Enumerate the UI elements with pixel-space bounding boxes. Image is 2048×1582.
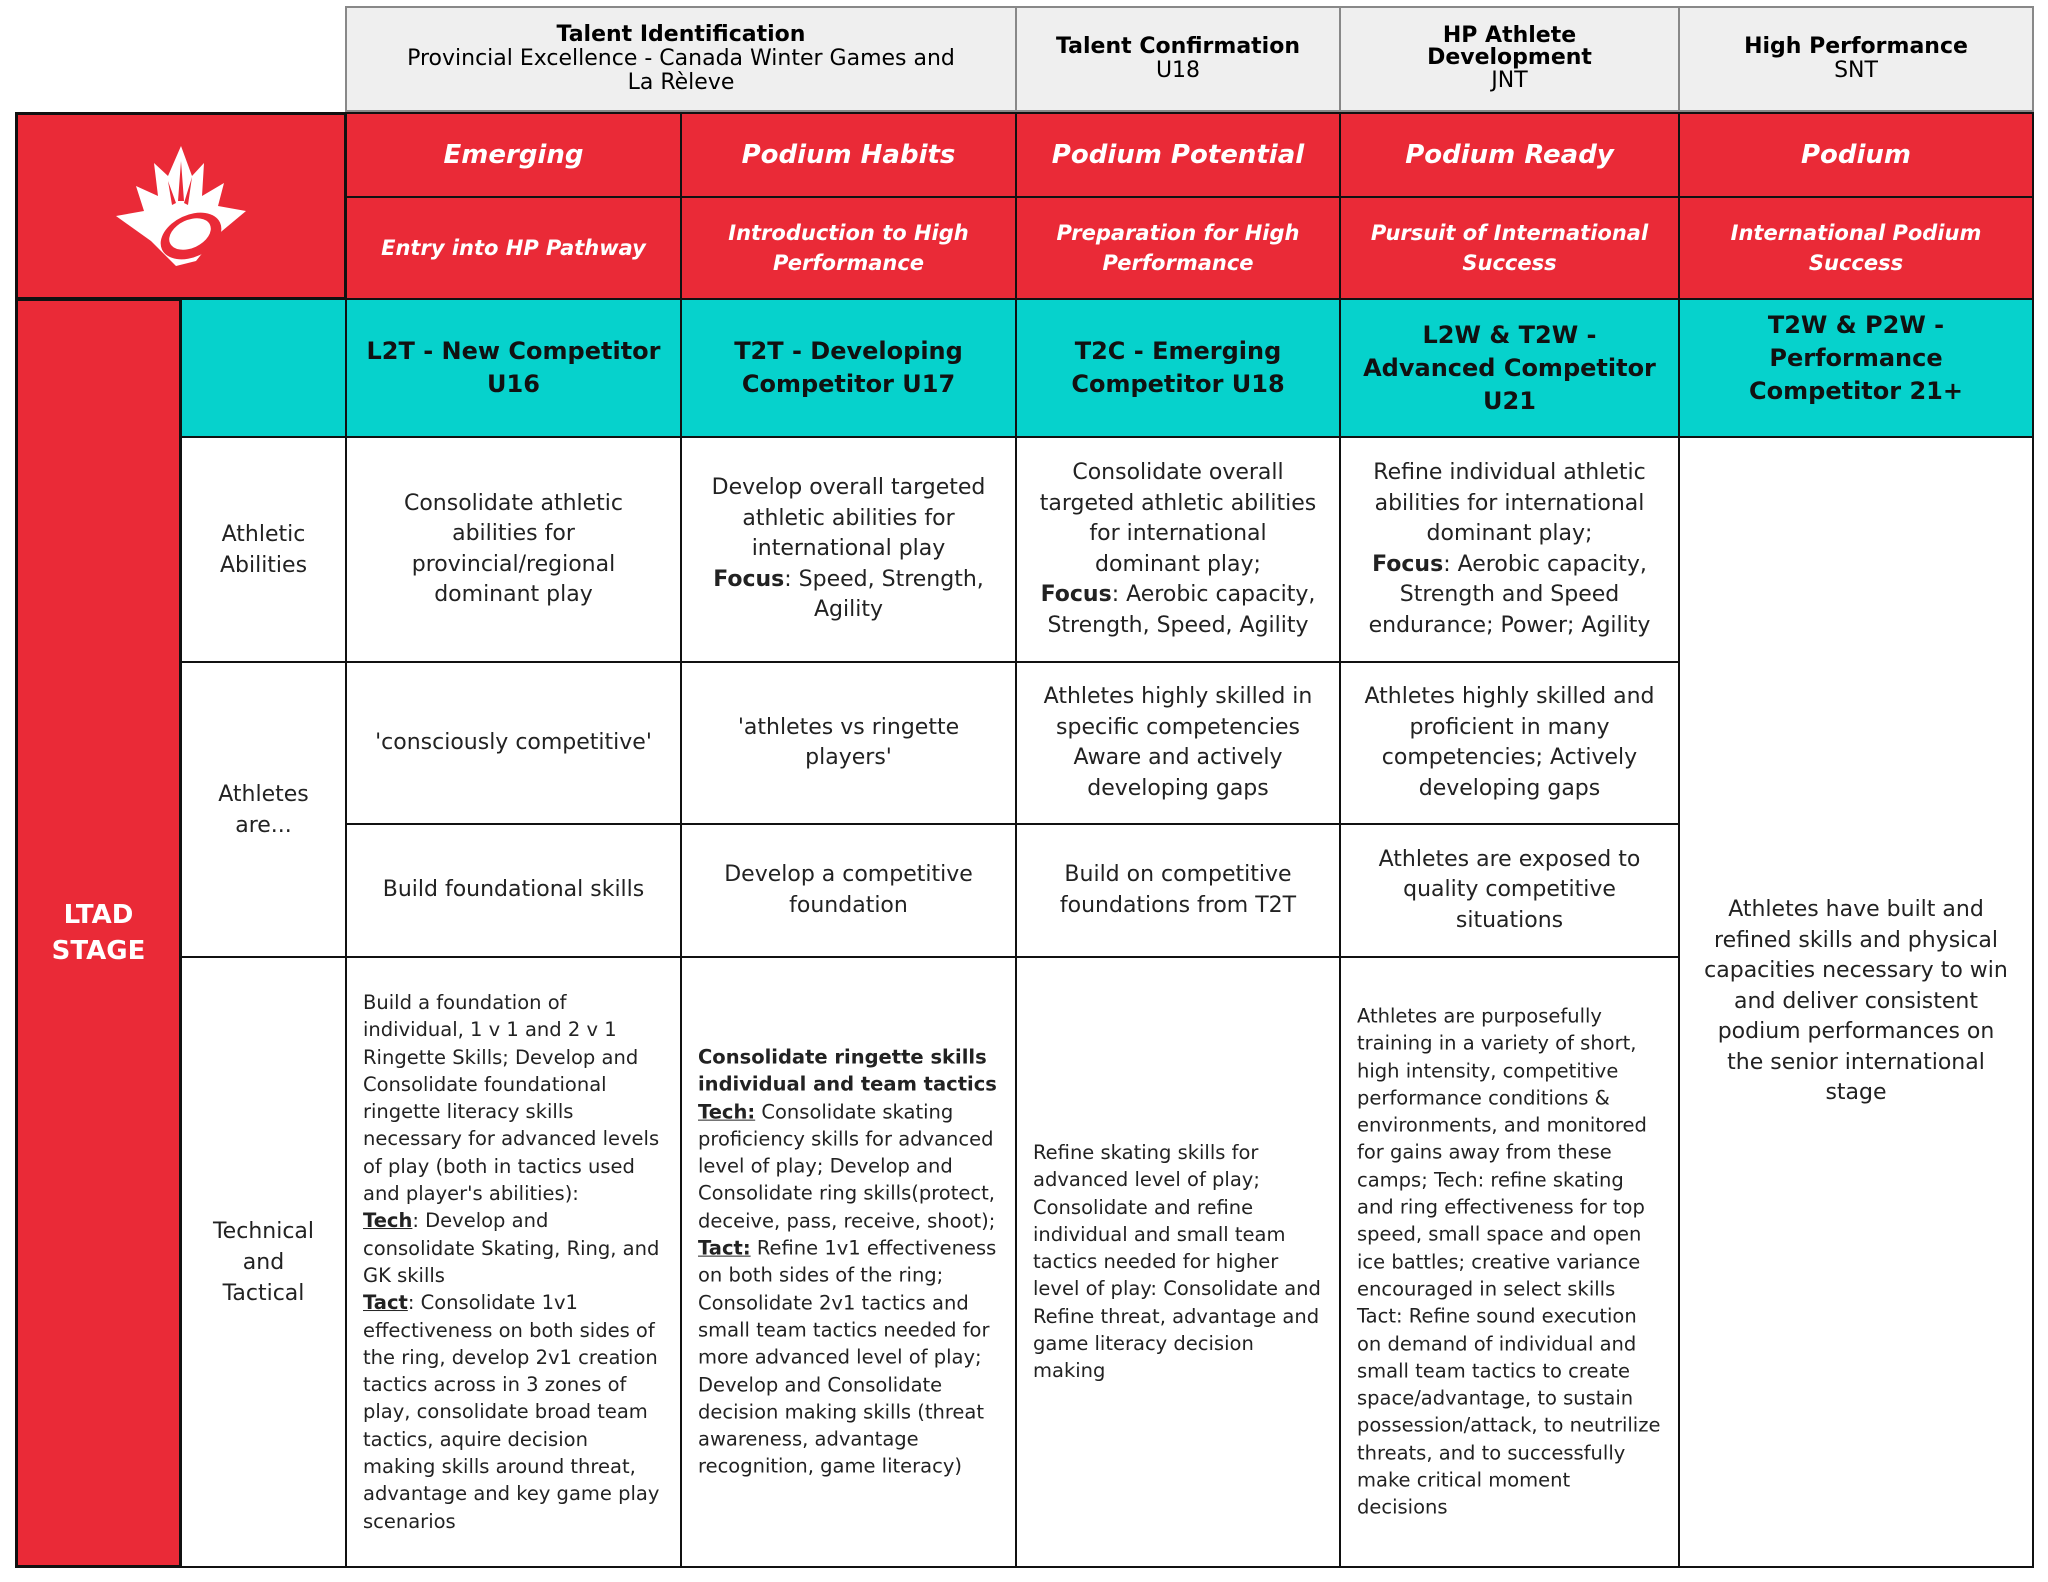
phase-header-hp-athlete-development: HP Athlete Development JNT bbox=[1339, 6, 1680, 112]
athletes-are-cell: Athletes highly skilled and proficient i… bbox=[1339, 661, 1680, 825]
tact-text: Refine 1v1 effectiveness on both sides o… bbox=[698, 1236, 997, 1479]
tech-text: : Develop and consolidate Skating, Ring,… bbox=[363, 1209, 660, 1287]
tech-label: Tech bbox=[363, 1209, 413, 1233]
phase-subtitle: JNT bbox=[1491, 68, 1528, 93]
tech-label: Tech: bbox=[698, 1100, 756, 1124]
technical-cell-l2t: Build a foundation of individual, 1 v 1 … bbox=[345, 956, 682, 1568]
athletic-cell: Consolidate athletic abilities for provi… bbox=[345, 436, 682, 663]
row-label-athletic-abilities: Athletic Abilities bbox=[180, 436, 347, 663]
phase-title: High Performance bbox=[1744, 34, 1968, 59]
focus-text: : Aerobic capacity, Strength, Speed, Agi… bbox=[1047, 582, 1316, 638]
focus-label: Focus bbox=[1372, 551, 1444, 577]
row-label-text: Athletic Abilities bbox=[219, 521, 308, 578]
level-desc: Entry into HP Pathway bbox=[345, 196, 682, 300]
level-desc: Preparation for High Performance bbox=[1015, 196, 1341, 300]
foundation-cell: Build foundational skills bbox=[345, 823, 682, 958]
tech-heading: Consolidate ringette skills individual a… bbox=[698, 1045, 997, 1096]
tech-text: Consolidate skating proficiency skills f… bbox=[698, 1100, 996, 1233]
stage-t2w-p2w: T2W & P2W - Performance Competitor 21+ bbox=[1678, 298, 2034, 438]
athletes-are-cell: 'athletes vs ringette players' bbox=[680, 661, 1017, 825]
row-label-text: Technical and Tactical bbox=[212, 1218, 315, 1306]
level-desc: International Podium Success bbox=[1678, 196, 2034, 300]
phase-header-talent-confirmation: Talent Confirmation U18 bbox=[1015, 6, 1341, 112]
podium-summary-text: Athletes have built and refined skills a… bbox=[1704, 897, 2008, 1106]
stage-l2w-t2w: L2W & T2W - Advanced Competitor U21 bbox=[1339, 298, 1680, 438]
row-label-text: Athletes are... bbox=[218, 781, 309, 838]
tact-label: Tact bbox=[363, 1291, 408, 1315]
phase-title: HP Athlete Development bbox=[1427, 23, 1592, 70]
athletic-text: Consolidate overall targeted athletic ab… bbox=[1039, 460, 1317, 577]
tact-label: Tact: bbox=[698, 1236, 751, 1260]
logo-cell bbox=[15, 112, 347, 300]
row-label-athletes-are: Athletes are... bbox=[180, 661, 347, 958]
phase-title: Talent Identification bbox=[556, 22, 806, 47]
stage-t2t: T2T - Developing Competitor U17 bbox=[680, 298, 1017, 438]
level-desc: Pursuit of International Success bbox=[1339, 196, 1680, 300]
technical-cell-l2w: Athletes are purposefully training in a … bbox=[1339, 956, 1680, 1568]
athletic-text: Consolidate athletic abilities for provi… bbox=[403, 490, 624, 608]
stage-l2t: L2T - New Competitor U16 bbox=[345, 298, 682, 438]
phase-subtitle: U18 bbox=[1155, 58, 1201, 83]
stage-t2c: T2C - Emerging Competitor U18 bbox=[1015, 298, 1341, 438]
phase-subtitle: SNT bbox=[1834, 58, 1878, 83]
phase-subtitle: Provincial Excellence - Canada Winter Ga… bbox=[407, 46, 955, 95]
focus-label: Focus bbox=[1040, 582, 1112, 607]
ltad-stage-label: LTAD STAGE bbox=[15, 298, 182, 1568]
tech-text: Refine skating skills for advanced level… bbox=[1033, 1141, 1321, 1383]
level-emerging: Emerging bbox=[345, 112, 682, 198]
athletic-cell: Develop overall targeted athletic abilit… bbox=[680, 436, 1017, 663]
athletic-text: Refine individual athletic abilities for… bbox=[1373, 460, 1646, 546]
athletes-are-cell: Athletes highly skilled in specific comp… bbox=[1015, 661, 1341, 825]
tech-intro: Build a foundation of individual, 1 v 1 … bbox=[363, 991, 660, 1206]
focus-text: : Aerobic capacity, Strength and Speed e… bbox=[1368, 551, 1651, 638]
foundation-cell: Build on competitive foundations from T2… bbox=[1015, 823, 1341, 958]
ltad-stage-text: LTAD STAGE bbox=[51, 900, 146, 966]
technical-cell-t2c: Refine skating skills for advanced level… bbox=[1015, 956, 1341, 1568]
athletic-cell: Consolidate overall targeted athletic ab… bbox=[1015, 436, 1341, 663]
focus-label: Focus bbox=[713, 566, 785, 592]
level-podium-potential: Podium Potential bbox=[1015, 112, 1341, 198]
focus-text: : Speed, Strength, Agility bbox=[784, 566, 984, 623]
tact-text: : Consolidate 1v1 effectiveness on both … bbox=[363, 1291, 660, 1533]
tech-text: Athletes are purposefully training in a … bbox=[1357, 1004, 1661, 1520]
phase-header-high-performance: High Performance SNT bbox=[1678, 6, 2034, 112]
level-podium-ready: Podium Ready bbox=[1339, 112, 1680, 198]
technical-cell-t2t: Consolidate ringette skills individual a… bbox=[680, 956, 1017, 1568]
athletes-are-cell: 'consciously competitive' bbox=[345, 661, 682, 825]
athletic-cell: Refine individual athletic abilities for… bbox=[1339, 436, 1680, 663]
maple-leaf-ringette-logo-icon bbox=[116, 146, 246, 266]
podium-summary-cell: Athletes have built and refined skills a… bbox=[1678, 436, 2034, 1568]
row-label-technical-tactical: Technical and Tactical bbox=[180, 956, 347, 1568]
stage-row-blank bbox=[180, 298, 347, 438]
level-desc: Introduction to High Performance bbox=[680, 196, 1017, 300]
foundation-cell: Develop a competitive foundation bbox=[680, 823, 1017, 958]
level-podium-habits: Podium Habits bbox=[680, 112, 1017, 198]
level-podium: Podium bbox=[1678, 112, 2034, 198]
athletic-text: Develop overall targeted athletic abilit… bbox=[711, 475, 986, 562]
phase-title: Talent Confirmation bbox=[1056, 34, 1300, 59]
foundation-cell: Athletes are exposed to quality competit… bbox=[1339, 823, 1680, 958]
phase-header-talent-identification: Talent Identification Provincial Excelle… bbox=[345, 6, 1017, 112]
